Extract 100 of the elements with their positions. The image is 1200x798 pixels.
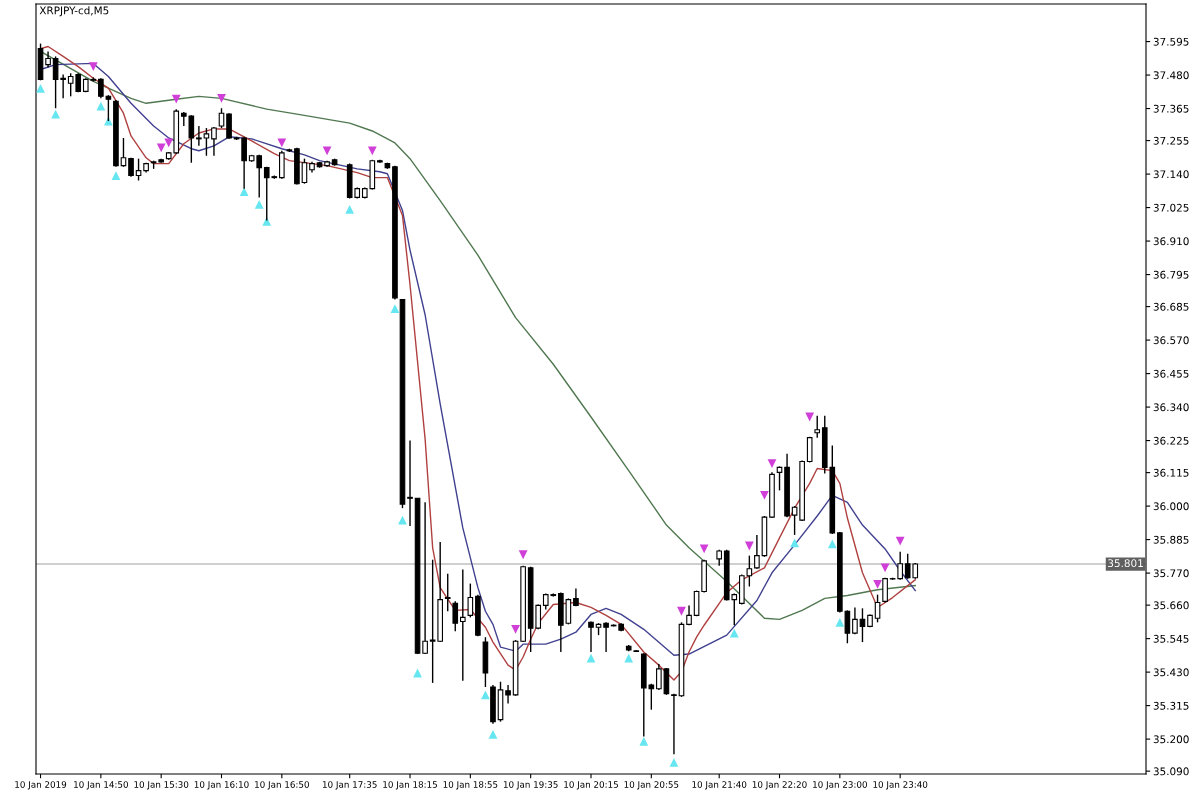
y-tick-label: 35.430	[1153, 668, 1189, 677]
x-tick-label: 10 Jan 23:40	[873, 781, 928, 790]
point	[518, 550, 528, 560]
point	[827, 539, 837, 549]
point	[699, 544, 709, 554]
candlestick	[814, 415, 821, 439]
y-tick-label: 36.570	[1153, 336, 1189, 345]
candlestick	[859, 607, 866, 643]
y-tick-label: 36.000	[1153, 502, 1189, 511]
x-tick-label: 10 Jan 16:10	[194, 781, 249, 790]
point	[345, 204, 355, 214]
point	[767, 459, 777, 468]
x-tick-label: 10 Jan 23:00	[813, 781, 867, 790]
y-tick-label: 35.545	[1153, 634, 1189, 643]
point	[729, 628, 739, 638]
y-tick-label: 37.140	[1153, 170, 1189, 179]
point	[677, 606, 686, 616]
point	[96, 101, 106, 111]
x-tick-label: 10 Jan 19:35	[503, 781, 558, 790]
candlestick	[135, 157, 142, 182]
y-tick-label: 35.090	[1153, 767, 1189, 776]
y-tick-label: 36.795	[1153, 270, 1189, 279]
point	[51, 109, 60, 119]
candlestick	[226, 112, 232, 140]
y-tick-label: 35.200	[1153, 735, 1189, 744]
x-tick-label: 10 Jan 20:55	[624, 781, 679, 790]
point	[790, 538, 799, 548]
candlestick	[422, 501, 428, 655]
x-tick-label: 10 Jan 17:35	[322, 781, 377, 790]
candlestick	[588, 620, 594, 653]
candlestick	[301, 157, 308, 185]
candlestick	[852, 606, 858, 635]
y-tick-label: 37.025	[1153, 203, 1189, 212]
candlestick	[196, 125, 202, 147]
candlestick	[754, 534, 760, 570]
point	[586, 653, 596, 663]
candlestick	[874, 593, 881, 624]
point	[835, 617, 845, 627]
x-tick-label: 10 Jan 15:30	[134, 781, 189, 790]
x-tick-label: 10 Jan 21:40	[692, 781, 747, 790]
point	[262, 216, 272, 226]
point	[413, 668, 422, 678]
y-tick-label: 37.595	[1153, 37, 1189, 46]
candlestick	[407, 439, 413, 527]
candlestick	[120, 137, 127, 168]
point	[744, 541, 754, 551]
point	[217, 93, 226, 103]
x-tick-label: 10 Jan 20:15	[564, 781, 618, 790]
point	[156, 143, 166, 153]
candlestick	[211, 126, 217, 157]
point	[895, 536, 905, 546]
point	[511, 624, 520, 634]
point	[88, 62, 98, 71]
candlestick	[459, 568, 466, 682]
x-tick-label: 10 Jan 22:20	[752, 781, 807, 790]
y-tick-label: 37.255	[1153, 136, 1189, 145]
point	[873, 580, 882, 589]
point	[390, 304, 400, 314]
candlestick	[776, 465, 783, 492]
point	[36, 84, 45, 93]
y-tick-label: 35.885	[1153, 535, 1189, 544]
point	[639, 737, 649, 746]
y-tick-label: 35.770	[1153, 569, 1189, 578]
candlestick	[203, 127, 210, 157]
y-tick-label: 36.910	[1153, 237, 1189, 246]
x-tick-label: 10 Jan 16:50	[255, 781, 309, 790]
candlestick	[444, 572, 451, 612]
y-tick-label: 35.315	[1153, 701, 1189, 710]
point	[624, 653, 634, 663]
y-tick-label: 36.685	[1153, 302, 1189, 311]
x-tick-label: 10 Jan 18:55	[443, 781, 498, 790]
candlestick	[452, 600, 459, 633]
point	[111, 171, 121, 180]
y-tick-label: 35.660	[1153, 601, 1189, 610]
point	[880, 563, 890, 573]
y-tick-label: 37.480	[1153, 71, 1189, 80]
y-tick-label: 37.365	[1153, 104, 1189, 113]
x-tick-label: 10 Jan 14:50	[74, 781, 128, 790]
point	[277, 138, 287, 148]
point	[669, 758, 679, 767]
y-tick-label: 36.455	[1153, 369, 1189, 378]
y-tick-label: 36.225	[1153, 436, 1189, 445]
candlestick	[467, 582, 474, 619]
point	[488, 730, 498, 739]
candlestick	[603, 621, 609, 653]
ref-line-label: 35.801	[1108, 559, 1143, 568]
candlestick	[505, 684, 511, 705]
candlestick	[882, 577, 888, 604]
point	[171, 94, 181, 104]
point	[805, 412, 815, 422]
chart-title: XRPJPY-cd,M5	[39, 6, 109, 17]
point	[254, 199, 264, 209]
candlestick	[671, 692, 677, 755]
point	[239, 187, 249, 196]
x-tick-label: 10 Jan 18:15	[383, 781, 437, 790]
point	[481, 690, 490, 700]
candlestick	[218, 107, 225, 129]
y-tick-label: 36.115	[1153, 468, 1189, 477]
point	[164, 138, 174, 148]
y-tick-label: 36.340	[1153, 403, 1189, 412]
